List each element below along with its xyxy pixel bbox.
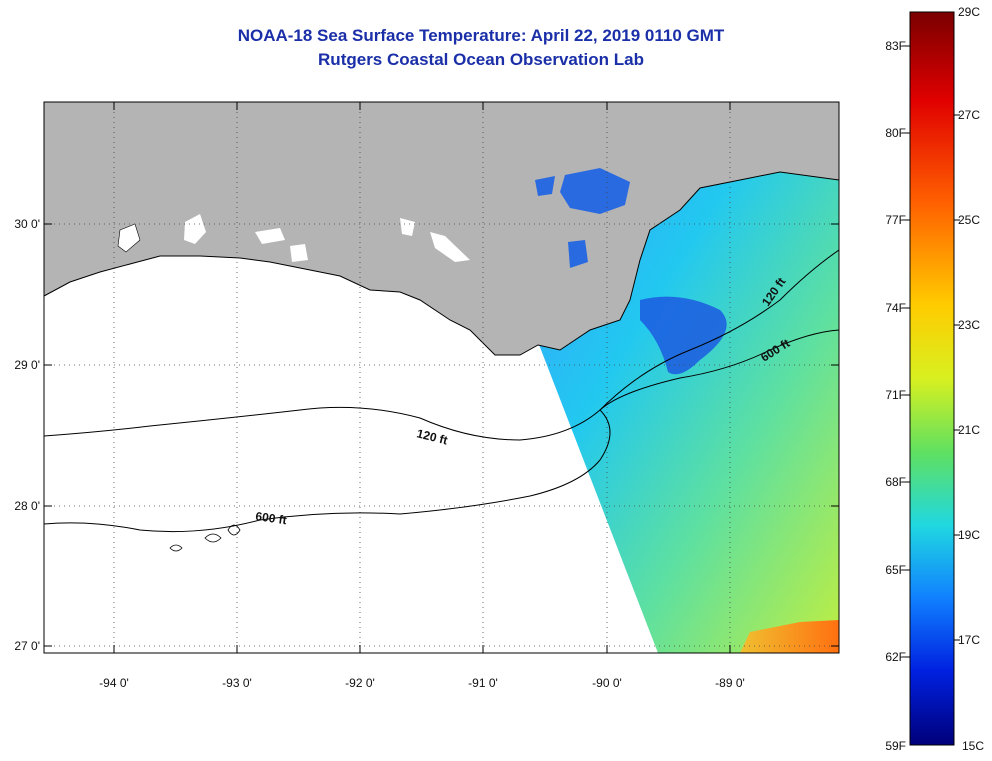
lon-label: -92 0' bbox=[345, 676, 375, 690]
lake bbox=[184, 214, 206, 244]
lon-label: -94 0' bbox=[99, 676, 129, 690]
chart-title: NOAA-18 Sea Surface Temperature: April 2… bbox=[237, 26, 725, 45]
colorbar-c-label: 25C bbox=[958, 213, 980, 227]
contour-600ft bbox=[44, 329, 839, 533]
graticule bbox=[44, 102, 839, 653]
colorbar-f-label: 80F bbox=[885, 126, 906, 140]
lake bbox=[290, 244, 308, 262]
chart-subtitle: Rutgers Coastal Ocean Observation Lab bbox=[318, 50, 644, 69]
land bbox=[44, 102, 839, 356]
colorbar-f-label: 71F bbox=[885, 388, 906, 402]
lon-label: -91 0' bbox=[468, 676, 498, 690]
colorbar-c-label: 17C bbox=[958, 633, 980, 647]
lake bbox=[117, 223, 141, 253]
contour-label: 600 ft bbox=[255, 509, 288, 527]
contour-120ft bbox=[44, 249, 839, 441]
lat-label: 28 0' bbox=[14, 499, 40, 513]
colorbar-c-label: 21C bbox=[958, 423, 980, 437]
lat-label: 29 0' bbox=[14, 358, 40, 372]
colorbar-c-label: 27C bbox=[958, 108, 980, 122]
lat-label: 27 0' bbox=[14, 639, 40, 653]
lake bbox=[400, 218, 415, 236]
colorbar-f-label: 68F bbox=[885, 475, 906, 489]
lat-label: 30 0' bbox=[14, 217, 40, 231]
colorbar-f-label: 83F bbox=[885, 39, 906, 53]
colorbar-f-label: 62F bbox=[885, 650, 906, 664]
cold-nearshore bbox=[640, 296, 727, 375]
colorbar-ticks bbox=[902, 45, 960, 658]
lake bbox=[255, 228, 285, 244]
map-frame bbox=[43, 101, 840, 654]
colorbar-f-label: 59F bbox=[885, 739, 906, 753]
warm-patch bbox=[740, 620, 839, 653]
colorbar-c-label: 23C bbox=[958, 318, 980, 332]
cold-lake bbox=[568, 240, 588, 268]
colorbar-f-label: 77F bbox=[885, 213, 906, 227]
colorbar-f-label: 74F bbox=[885, 301, 906, 315]
colorbar-f-label: 65F bbox=[885, 563, 906, 577]
cold-lake bbox=[560, 168, 630, 214]
lon-label: -89 0' bbox=[715, 676, 745, 690]
colorbar-c-label: 15C bbox=[962, 739, 984, 753]
cold-lake bbox=[535, 176, 555, 196]
colorbar-c-label: 19C bbox=[958, 528, 980, 542]
lon-label: -90 0' bbox=[592, 676, 622, 690]
frame-ticks bbox=[44, 102, 839, 653]
lon-label: -93 0' bbox=[222, 676, 252, 690]
colorbar bbox=[909, 11, 955, 746]
contour-600ft-islets bbox=[169, 524, 241, 552]
lake bbox=[430, 232, 470, 262]
colorbar-c-label: 29C bbox=[958, 5, 980, 19]
